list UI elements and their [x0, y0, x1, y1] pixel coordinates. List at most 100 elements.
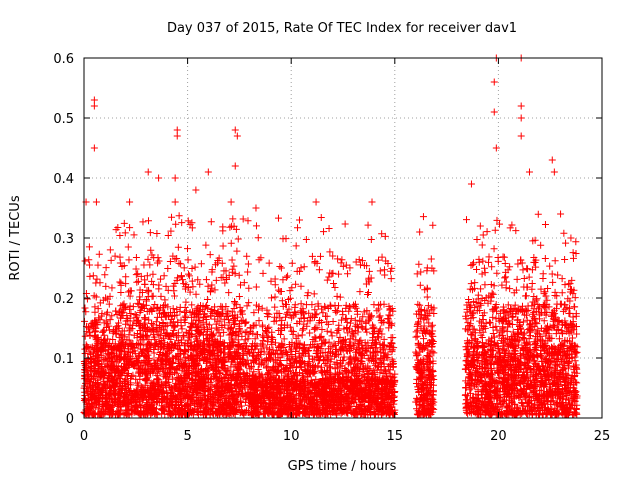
data-point	[233, 247, 241, 255]
data-point	[153, 371, 161, 379]
data-point	[143, 272, 151, 280]
data-point	[381, 366, 389, 374]
data-point	[364, 339, 372, 347]
data-point	[345, 303, 353, 311]
data-point	[106, 246, 114, 254]
data-point	[180, 264, 188, 272]
data-point	[355, 256, 363, 264]
data-point	[286, 323, 294, 331]
data-point	[91, 303, 99, 311]
data-points	[80, 54, 581, 419]
data-point	[182, 307, 190, 315]
data-point	[157, 275, 165, 283]
data-point	[102, 282, 110, 290]
data-point	[227, 239, 235, 247]
data-point	[132, 254, 140, 262]
data-point	[184, 270, 192, 278]
data-point	[265, 259, 273, 267]
data-point	[316, 252, 324, 260]
data-point	[146, 382, 154, 390]
data-point	[288, 259, 296, 267]
data-point	[367, 313, 375, 321]
data-point	[302, 236, 310, 244]
data-point	[180, 332, 188, 340]
data-point	[296, 267, 304, 275]
data-point	[148, 320, 156, 328]
data-point	[83, 295, 91, 303]
data-point	[177, 273, 185, 281]
data-point	[201, 325, 209, 333]
data-point	[333, 292, 341, 300]
data-point	[325, 224, 333, 232]
data-point	[274, 214, 282, 222]
data-point	[279, 276, 287, 284]
data-point	[311, 324, 319, 332]
data-point	[326, 248, 334, 256]
data-point	[94, 305, 102, 313]
data-point	[427, 255, 435, 263]
data-point	[376, 267, 384, 275]
data-point	[153, 230, 161, 238]
data-point	[334, 255, 342, 263]
data-point	[376, 312, 384, 320]
data-point	[140, 261, 148, 269]
data-point	[225, 289, 233, 297]
data-point	[212, 276, 220, 284]
data-point	[226, 223, 234, 231]
data-point	[335, 270, 343, 278]
data-point	[317, 214, 325, 222]
data-point	[391, 370, 399, 378]
data-point	[342, 314, 350, 322]
data-point	[318, 325, 326, 333]
data-point	[132, 265, 140, 273]
data-point	[380, 266, 388, 274]
data-point	[225, 319, 233, 327]
data-point	[346, 319, 354, 327]
data-point	[257, 254, 265, 262]
data-point	[178, 325, 186, 333]
data-point	[320, 228, 328, 236]
data-point	[244, 260, 252, 268]
data-point	[85, 256, 93, 264]
data-point	[285, 305, 293, 313]
data-point	[298, 331, 306, 339]
data-point	[168, 330, 176, 338]
data-point	[133, 278, 141, 286]
data-point	[169, 305, 177, 313]
data-point	[316, 333, 324, 341]
data-point	[175, 212, 183, 220]
data-point	[84, 343, 92, 351]
data-point	[329, 252, 337, 260]
data-point	[228, 222, 236, 230]
data-point	[126, 292, 134, 300]
data-point	[297, 264, 305, 272]
data-point	[157, 292, 165, 300]
data-point	[191, 263, 199, 271]
data-point	[175, 259, 183, 267]
data-point	[321, 303, 329, 311]
data-point	[99, 327, 107, 335]
data-point	[141, 280, 149, 288]
data-point	[305, 309, 313, 317]
data-point	[241, 345, 249, 353]
data-point	[144, 217, 152, 225]
data-point	[271, 293, 279, 301]
data-point	[423, 293, 431, 301]
data-point	[356, 288, 364, 296]
data-point	[85, 243, 93, 251]
data-point	[332, 308, 340, 316]
data-point	[149, 270, 157, 278]
data-point	[313, 310, 321, 318]
data-point	[148, 292, 156, 300]
data-point	[122, 273, 130, 281]
data-point	[291, 354, 299, 362]
data-point	[321, 339, 329, 347]
data-point	[125, 256, 133, 264]
data-point	[126, 305, 134, 313]
data-point	[94, 261, 102, 269]
data-point	[81, 257, 89, 265]
data-point	[282, 235, 290, 243]
data-point	[305, 358, 313, 366]
data-point	[147, 246, 155, 254]
data-point	[244, 268, 252, 276]
